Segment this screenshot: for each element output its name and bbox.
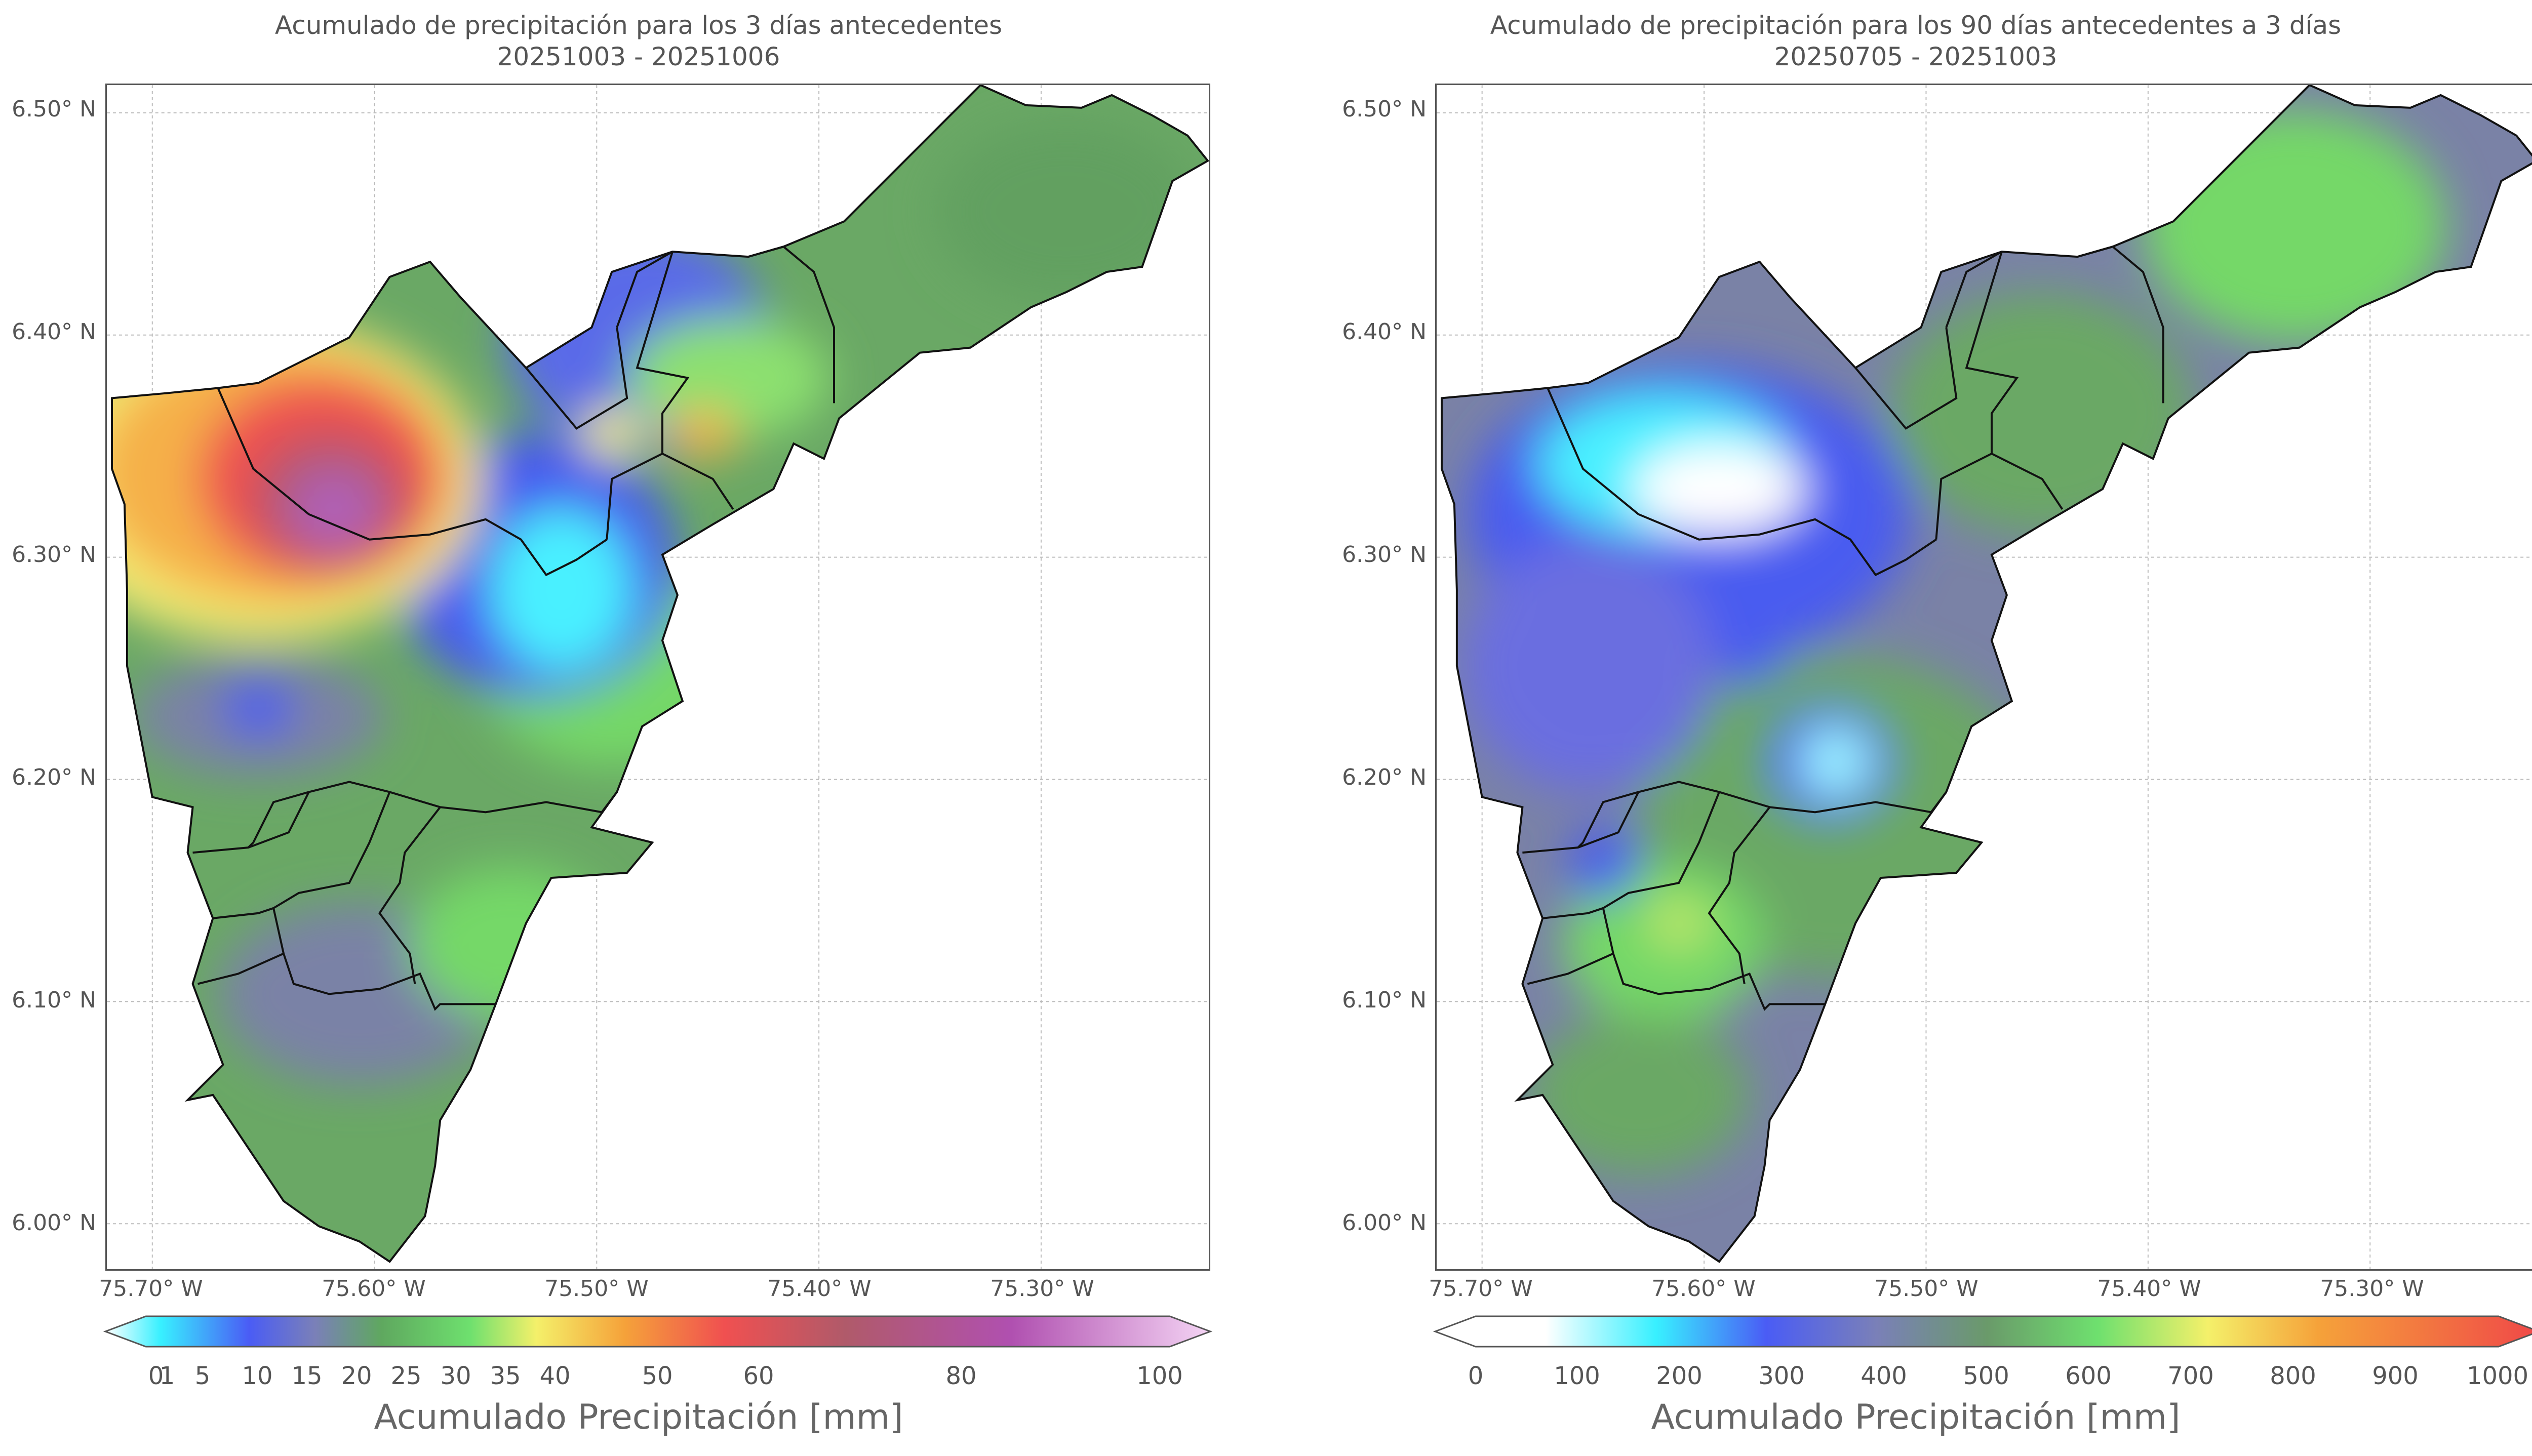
left-cb-tick-20: 20 xyxy=(341,1362,372,1390)
right-map-boundaries xyxy=(1440,85,2532,1263)
right-y-tick-620: 6.20° N xyxy=(1342,764,1427,790)
right-cb-tick-200: 200 xyxy=(1656,1362,1703,1390)
left-cb-tick-40: 40 xyxy=(539,1362,571,1390)
left-cb-tick-50: 50 xyxy=(642,1362,673,1390)
right-cb-tick-600: 600 xyxy=(2065,1362,2112,1390)
right-cb-tick-300: 300 xyxy=(1758,1362,1805,1390)
left-y-tick-600: 6.00° N xyxy=(12,1210,96,1236)
left-map-date-range: 20251003 - 20251006 xyxy=(497,42,780,71)
right-cb-tick-1000: 1000 xyxy=(2466,1362,2529,1390)
right-map-title: Acumulado de precipitación para los 90 d… xyxy=(1490,11,2342,40)
right-x-tick-7530: 75.30° W xyxy=(2320,1276,2424,1302)
left-cb-tick-30: 30 xyxy=(440,1362,471,1390)
right-cb-tick-700: 700 xyxy=(2167,1362,2214,1390)
right-map-panel: Acumulado de precipitación para los 90 d… xyxy=(1277,0,2532,1456)
right-x-tick-7550: 75.50° W xyxy=(1874,1276,1979,1302)
left-y-tick-640: 6.40° N xyxy=(12,319,96,345)
left-y-tick-610: 6.10° N xyxy=(12,987,96,1013)
left-cb-tick-10: 10 xyxy=(242,1362,273,1390)
left-cb-tick-100: 100 xyxy=(1136,1362,1183,1390)
left-cb-tick-15: 15 xyxy=(291,1362,323,1390)
left-map-frame xyxy=(105,84,1210,1271)
right-cb-tick-100: 100 xyxy=(1554,1362,1600,1390)
left-cb-tick-0: 0 xyxy=(148,1362,164,1390)
right-colorbar xyxy=(1433,1315,2532,1348)
left-cb-tick-1: 1 xyxy=(159,1362,175,1390)
left-map-boundaries xyxy=(110,85,1209,1263)
left-y-tick-630: 6.30° N xyxy=(12,542,96,568)
left-precipitation-map xyxy=(107,85,1209,1269)
right-y-tick-610: 6.10° N xyxy=(1342,987,1427,1013)
left-x-tick-7570: 75.70° W xyxy=(99,1276,203,1302)
left-colorbar xyxy=(103,1315,1213,1348)
right-y-tick-600: 6.00° N xyxy=(1342,1210,1427,1236)
left-x-tick-7540: 75.40° W xyxy=(767,1276,872,1302)
right-precipitation-map xyxy=(1437,85,2532,1269)
right-cb-tick-0: 0 xyxy=(1468,1362,1484,1390)
right-y-tick-650: 6.50° N xyxy=(1342,96,1427,122)
right-x-tick-7560: 75.60° W xyxy=(1651,1276,1756,1302)
right-y-tick-640: 6.40° N xyxy=(1342,319,1427,345)
right-cb-tick-800: 800 xyxy=(2270,1362,2316,1390)
left-precipitation-field xyxy=(111,85,1208,1262)
left-x-tick-7560: 75.60° W xyxy=(322,1276,426,1302)
right-cb-tick-400: 400 xyxy=(1861,1362,1907,1390)
left-cb-tick-35: 35 xyxy=(490,1362,521,1390)
left-cb-tick-60: 60 xyxy=(743,1362,774,1390)
left-cb-tick-5: 5 xyxy=(194,1362,211,1390)
left-colorbar-label: Acumulado Precipitación [mm] xyxy=(374,1397,903,1437)
left-cb-tick-25: 25 xyxy=(390,1362,422,1390)
right-map-date-range: 20250705 - 20251003 xyxy=(1774,42,2058,71)
right-cb-tick-500: 500 xyxy=(1963,1362,2009,1390)
right-map-frame xyxy=(1435,84,2532,1271)
right-x-tick-7570: 75.70° W xyxy=(1429,1276,1533,1302)
left-cb-tick-80: 80 xyxy=(945,1362,977,1390)
left-map-panel: Acumulado de precipitación para los 3 dí… xyxy=(12,11,1213,1437)
left-x-tick-7550: 75.50° W xyxy=(544,1276,649,1302)
left-y-tick-620: 6.20° N xyxy=(12,764,96,790)
right-colorbar-label: Acumulado Precipitación [mm] xyxy=(1651,1397,2181,1437)
left-map-title: Acumulado de precipitación para los 3 dí… xyxy=(274,11,1003,40)
left-y-tick-650: 6.50° N xyxy=(12,96,96,122)
right-y-tick-630: 6.30° N xyxy=(1342,542,1427,568)
right-cb-tick-900: 900 xyxy=(2372,1362,2419,1390)
left-x-tick-7530: 75.30° W xyxy=(990,1276,1094,1302)
right-x-tick-7540: 75.40° W xyxy=(2097,1276,2201,1302)
